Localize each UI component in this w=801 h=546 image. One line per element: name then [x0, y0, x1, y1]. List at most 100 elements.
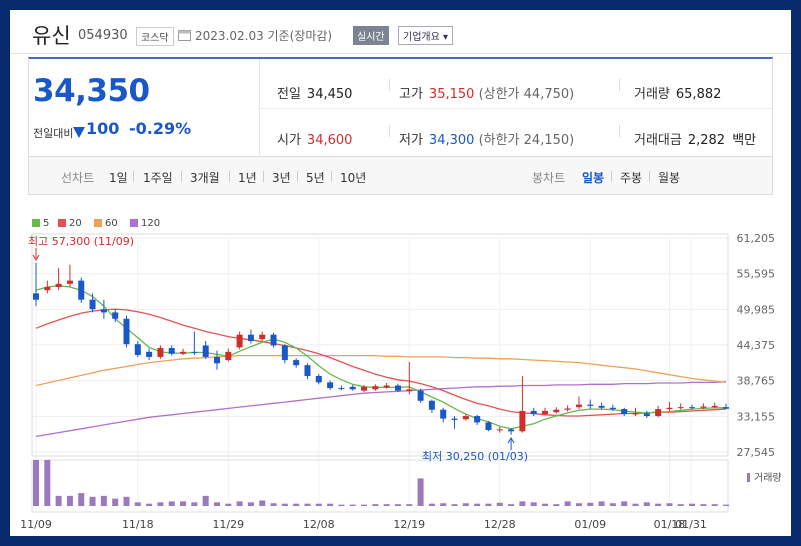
tab-1y[interactable]: 1년 — [238, 171, 257, 185]
candle-body — [451, 418, 458, 420]
volume-bar — [78, 493, 85, 506]
candle-body — [100, 309, 107, 313]
open-price: 시가 34,600 — [277, 129, 352, 148]
legend-ma60: 60 — [94, 218, 118, 229]
x-tick-label: 12/28 — [484, 518, 516, 531]
low-price: 저가 34,300 (하한가 24,150) — [399, 129, 574, 148]
tab-3y[interactable]: 3년 — [272, 171, 291, 185]
volume-bar — [112, 498, 119, 506]
volume-bar — [508, 504, 515, 506]
candle-body — [157, 348, 164, 357]
volume-bar — [655, 503, 662, 506]
amount-unit: 백만 — [732, 133, 757, 148]
volume-bar — [146, 503, 153, 506]
volume-bar — [417, 478, 424, 506]
volume-bar — [225, 503, 232, 506]
volume: 거래량 65,882 — [634, 83, 721, 102]
divider — [181, 171, 182, 182]
y-tick-label: 49,985 — [737, 303, 776, 316]
tab-5y[interactable]: 5년 — [306, 171, 325, 185]
volume-label: 거래량 — [634, 87, 670, 102]
candle-body — [349, 386, 356, 390]
volume-bar — [542, 503, 549, 506]
candle-body — [180, 351, 187, 354]
tab-1d[interactable]: 1일 — [109, 171, 128, 185]
volume-bar — [677, 504, 684, 506]
tab-monthly[interactable]: 월봉 — [658, 171, 681, 185]
candle-body — [700, 406, 707, 408]
legend-ma20: 20 — [58, 218, 82, 229]
volume-value: 65,882 — [675, 87, 722, 102]
candle-body — [33, 293, 39, 300]
company-overview-dropdown[interactable]: 기업개요 ▾ — [398, 26, 453, 45]
volume-bar — [134, 502, 141, 506]
candle-body — [406, 389, 413, 392]
candle-body — [689, 407, 696, 409]
volume-bar — [598, 501, 605, 506]
low-arrow-head — [507, 437, 515, 444]
tab-3m[interactable]: 3개월 — [190, 171, 220, 185]
volume-bar — [202, 495, 209, 506]
candlestick-chart: 5 20 60 120 61,205 55,595 49,985 44,375 38,7… — [10, 196, 791, 536]
candle-body — [134, 344, 141, 356]
realtime-button[interactable]: 실시간 — [353, 26, 389, 45]
tab-daily[interactable]: 일봉 — [582, 171, 605, 185]
divider — [389, 79, 390, 91]
divider — [649, 171, 650, 182]
candle-body — [440, 409, 447, 419]
prev-close: 전일 34,450 — [277, 83, 352, 102]
divider — [611, 171, 612, 182]
market-badge: 코스닥 — [136, 27, 174, 46]
tab-1w[interactable]: 1주일 — [143, 171, 173, 185]
volume-bar — [609, 503, 616, 506]
x-tick-label: 12/19 — [393, 518, 425, 531]
volume-bar — [89, 496, 96, 506]
high-annotation: 최고 57,300 (11/09) — [28, 235, 134, 248]
volume-bar — [33, 460, 39, 506]
candle-body — [66, 280, 73, 284]
y-tick-label: 55,595 — [737, 268, 776, 281]
candle-body — [553, 409, 560, 413]
volume-bar — [428, 503, 435, 506]
candle-body — [632, 413, 639, 415]
candle-body — [89, 299, 96, 310]
candle-body — [281, 345, 288, 361]
volume-bar — [406, 504, 413, 506]
volume-bar — [666, 503, 673, 506]
volume-legend-swatch — [747, 473, 750, 482]
candle-body — [394, 385, 401, 391]
candle-body — [723, 407, 729, 409]
y-tick-label: 33,155 — [737, 410, 776, 423]
candle-body — [55, 283, 62, 287]
volume-bar — [247, 502, 254, 506]
volume-bar — [293, 503, 300, 506]
volume-bar — [236, 501, 243, 506]
volume-bar — [621, 501, 628, 506]
calendar-icon — [178, 30, 191, 41]
volume-bar — [530, 502, 537, 506]
tab-weekly[interactable]: 주봉 — [620, 171, 643, 185]
volume-bar — [451, 504, 458, 506]
candle-body — [270, 334, 277, 346]
volume-bar — [575, 503, 582, 506]
candle-chart-label: 봉차트 — [532, 171, 566, 185]
tab-10y[interactable]: 10년 — [340, 171, 367, 185]
divider — [619, 125, 620, 137]
stock-name[interactable]: 유신 — [32, 24, 71, 48]
volume-bar — [700, 504, 707, 506]
y-tick-label: 44,375 — [737, 339, 776, 352]
stock-widget: 유신 054930 코스닥 2023.02.03 기준(장마감) 실시간 기업개… — [10, 10, 791, 536]
low-label: 저가 — [399, 133, 423, 148]
y-tick-label: 27,545 — [737, 446, 776, 459]
x-tick-label: 12/08 — [303, 518, 335, 531]
volume-bar — [689, 503, 696, 506]
volume-bar — [394, 504, 401, 506]
volume-bar — [66, 495, 73, 506]
candle-body — [598, 405, 605, 408]
candle-body — [213, 356, 220, 364]
volume-bar — [315, 503, 322, 506]
candle-body — [383, 385, 390, 388]
low-value: 34,300 — [428, 133, 475, 148]
candle-body — [462, 416, 469, 420]
candle-body — [428, 400, 435, 410]
